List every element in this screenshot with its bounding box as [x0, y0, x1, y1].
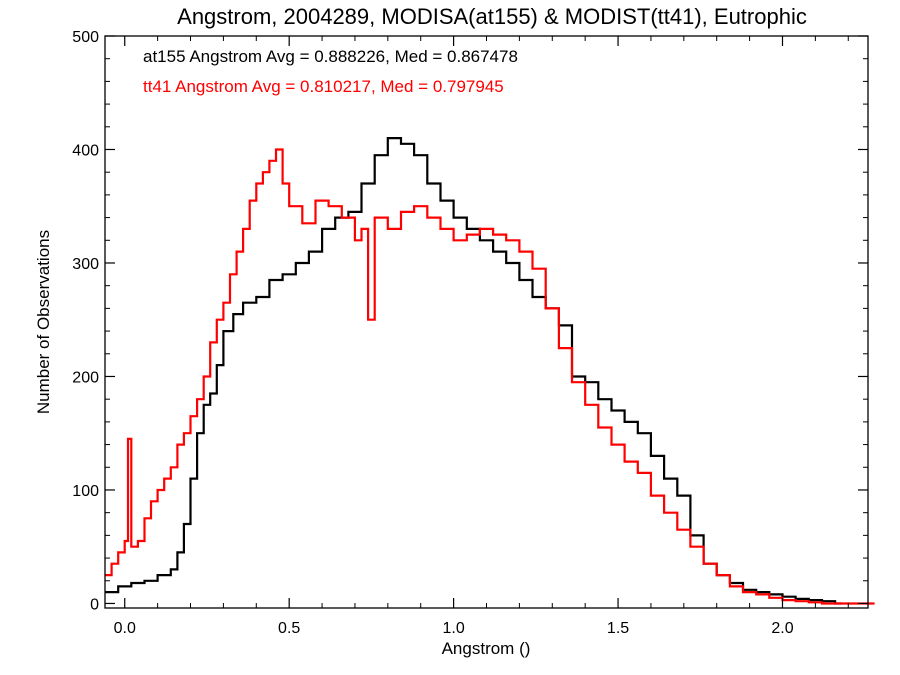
x-tick-label: 2.0	[771, 620, 793, 637]
y-tick-label: 500	[72, 29, 99, 46]
y-tick-label: 0	[90, 596, 99, 613]
x-tick-label: 0.0	[114, 620, 136, 637]
y-axis-label: Number of Observations	[34, 230, 53, 414]
chart-title: Angstrom, 2004289, MODISA(at155) & MODIS…	[177, 4, 807, 29]
y-tick-label: 400	[72, 142, 99, 159]
x-axis-label: Angstrom ()	[442, 639, 531, 658]
annotation-tt41: tt41 Angstrom Avg = 0.810217, Med = 0.79…	[143, 77, 504, 96]
series-layer	[105, 137, 875, 605]
axes-layer: 0.0 0.5 1.0 1.5 2.0 0 100 200 300 400 500	[72, 29, 868, 637]
series-line-tt41	[105, 148, 875, 605]
y-tick-label: 100	[72, 483, 99, 500]
x-tick-label: 1.0	[442, 620, 464, 637]
y-tick-label: 200	[72, 369, 99, 386]
annotation-at155: at155 Angstrom Avg = 0.888226, Med = 0.8…	[143, 47, 518, 66]
y-tick-label: 300	[72, 256, 99, 273]
x-tick-label: 0.5	[278, 620, 300, 637]
x-tick-label: 1.5	[607, 620, 629, 637]
